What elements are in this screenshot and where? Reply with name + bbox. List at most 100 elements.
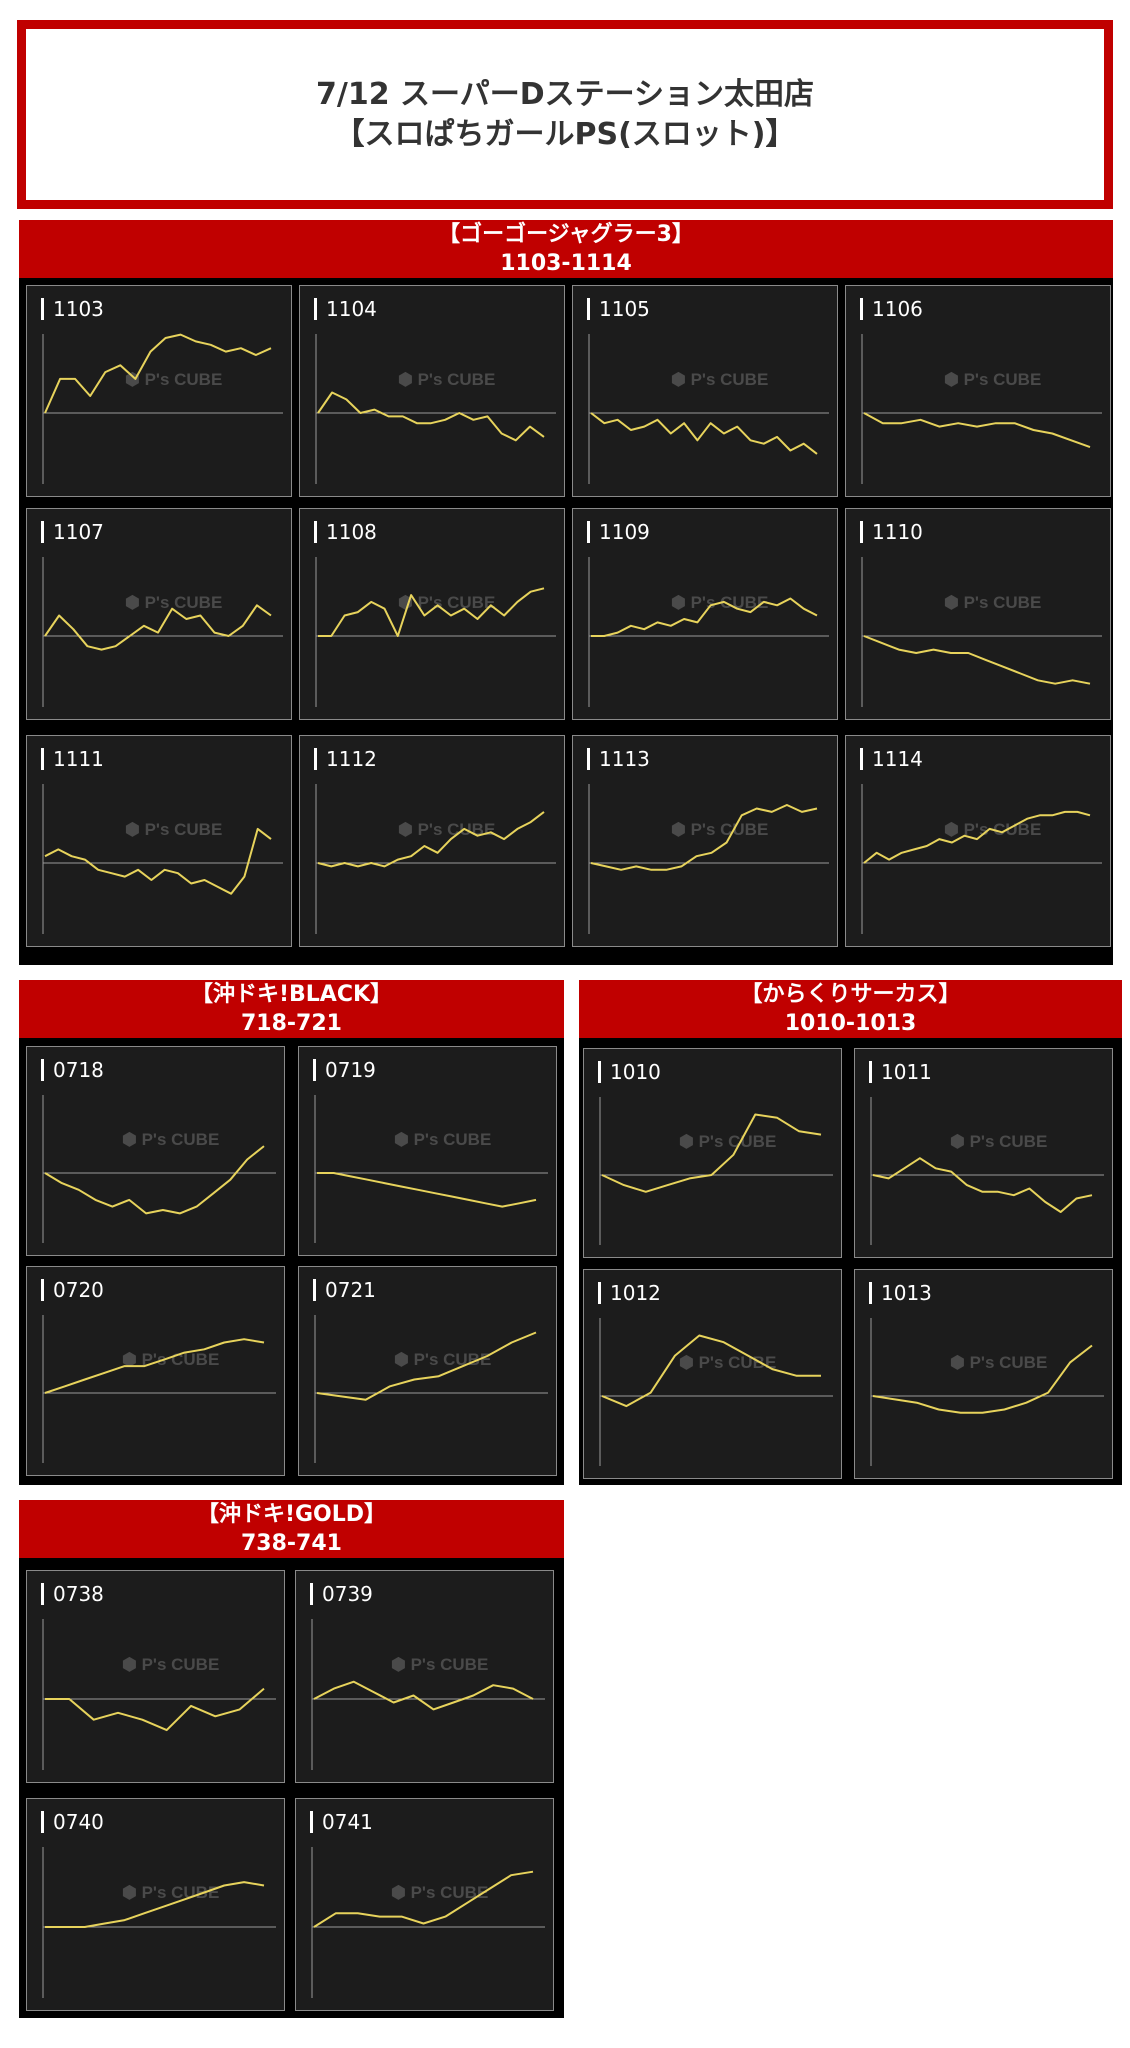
watermark-logo: ⬢ P's CUBE [394,1130,492,1149]
machine-number: 1011 [869,1061,932,1083]
series-line [317,391,545,442]
chart-panel: 1104 ⬢ P's CUBE [299,285,565,497]
page-title-box: 7/12 スーパーDステーション太田店 【スロぱちガールPS(スロット)】 [17,20,1113,209]
chart-panel: 1010 ⬢ P's CUBE [583,1048,842,1258]
series-line [872,1344,1093,1414]
machine-number: 0738 [41,1583,104,1605]
watermark-logo: ⬢ P's CUBE [122,1883,220,1902]
chart-panel: 0740 ⬢ P's CUBE [26,1798,285,2011]
chart-panel: 1013 ⬢ P's CUBE [854,1269,1113,1479]
machine-number: 0739 [310,1583,373,1605]
section-body: 0738 ⬢ P's CUBE 0739 ⬢ P's CUBE 0740 ⬢ P's … [19,1558,564,2018]
line-chart [42,1095,276,1243]
chart-panel: 0738 ⬢ P's CUBE [26,1570,285,1783]
line-chart [861,557,1102,707]
watermark-logo: ⬢ P's CUBE [125,593,223,612]
machine-number: 1013 [869,1282,932,1304]
chart-panel: 0741 ⬢ P's CUBE [295,1798,554,2011]
chart-panel: 1109 ⬢ P's CUBE [572,508,838,720]
chart-panel: 0721 ⬢ P's CUBE [298,1266,557,1476]
line-chart [870,1097,1104,1245]
watermark-logo: ⬢ P's CUBE [125,370,223,389]
series-line [316,1331,537,1401]
line-chart [42,784,283,934]
section-body: 1103 ⬢ P's CUBE 1104 ⬢ P's CUBE 1105 ⬢ P's … [19,278,1113,965]
watermark-logo: ⬢ P's CUBE [398,593,496,612]
section-name: 【沖ドキ!BLACK】 [190,982,393,1007]
line-chart [314,1315,548,1463]
section-header: 【沖ドキ!GOLD】 738-741 [19,1500,564,1558]
section-body: 0718 ⬢ P's CUBE 0719 ⬢ P's CUBE 0720 ⬢ P's … [19,1038,564,1485]
series-line [44,604,272,651]
section-okidoki-black: 【沖ドキ!BLACK】 718-721 0718 ⬢ P's CUBE 0719 ⬢… [19,980,564,1485]
line-chart [314,1095,548,1243]
line-chart [599,1097,833,1245]
watermark-logo: ⬢ P's CUBE [391,1655,489,1674]
machine-number: 0720 [41,1279,104,1301]
machine-number: 0721 [313,1279,376,1301]
watermark-logo: ⬢ P's CUBE [122,1350,220,1369]
chart-panel: 0720 ⬢ P's CUBE [26,1266,285,1476]
machine-number: 1108 [314,521,377,543]
series-line [591,597,818,637]
series-line [318,587,545,637]
machine-number: 1112 [314,748,377,770]
series-line [44,1145,265,1215]
series-line [44,333,272,414]
machine-number: 0740 [41,1811,104,1833]
line-chart [315,557,556,707]
watermark-logo: ⬢ P's CUBE [398,820,496,839]
section-name: 【からくりサーカス】 [740,982,961,1007]
series-line [317,811,545,868]
line-chart [42,1847,276,1998]
chart-panel: 1103 ⬢ P's CUBE [26,285,292,497]
series-line [590,804,818,871]
machine-number: 1103 [41,298,104,320]
section-karakuri-circus: 【からくりサーカス】 1010-1013 1010 ⬢ P's CUBE 1011… [579,980,1122,1485]
watermark-logo: ⬢ P's CUBE [398,370,496,389]
line-chart [42,1315,276,1463]
series-line [863,412,1091,449]
line-chart [861,334,1102,484]
chart-panel: 1111 ⬢ P's CUBE [26,735,292,947]
machine-number: 1012 [598,1282,661,1304]
line-chart [42,1619,276,1770]
series-line [313,1870,534,1928]
line-chart [315,784,556,934]
series-line [601,1334,821,1408]
machine-number: 1107 [41,521,104,543]
watermark-logo: ⬢ P's CUBE [122,1655,220,1674]
watermark-logo: ⬢ P's CUBE [679,1132,777,1151]
watermark-logo: ⬢ P's CUBE [950,1132,1048,1151]
chart-panel: 1113 ⬢ P's CUBE [572,735,838,947]
series-line [44,827,272,895]
machine-number: 1106 [860,298,923,320]
series-line [313,1680,534,1711]
series-line [45,1881,265,1928]
chart-panel: 1108 ⬢ P's CUBE [299,508,565,720]
line-chart [861,784,1102,934]
watermark-logo: ⬢ P's CUBE [671,370,769,389]
chart-panel: 1114 ⬢ P's CUBE [845,735,1111,947]
line-chart [588,784,829,934]
chart-panel: 1105 ⬢ P's CUBE [572,285,838,497]
section-okidoki-gold: 【沖ドキ!GOLD】 738-741 0738 ⬢ P's CUBE 0739 ⬢ … [19,1500,564,2018]
watermark-logo: ⬢ P's CUBE [944,370,1042,389]
series-line [45,1687,265,1732]
machine-number: 1113 [587,748,650,770]
watermark-logo: ⬢ P's CUBE [950,1353,1048,1372]
chart-panel: 1112 ⬢ P's CUBE [299,735,565,947]
series-line [590,412,818,455]
section-name: 【沖ドキ!GOLD】 [196,1502,387,1527]
chart-panel: 0739 ⬢ P's CUBE [295,1570,554,1783]
watermark-logo: ⬢ P's CUBE [944,593,1042,612]
line-chart [588,557,829,707]
machine-number: 1109 [587,521,650,543]
chart-panel: 1106 ⬢ P's CUBE [845,285,1111,497]
section-range: 1010-1013 [784,1011,917,1036]
series-line [317,1172,537,1208]
chart-panel: 1110 ⬢ P's CUBE [845,508,1111,720]
section-header: 【からくりサーカス】 1010-1013 [579,980,1122,1038]
line-chart [588,334,829,484]
machine-number: 1105 [587,298,650,320]
